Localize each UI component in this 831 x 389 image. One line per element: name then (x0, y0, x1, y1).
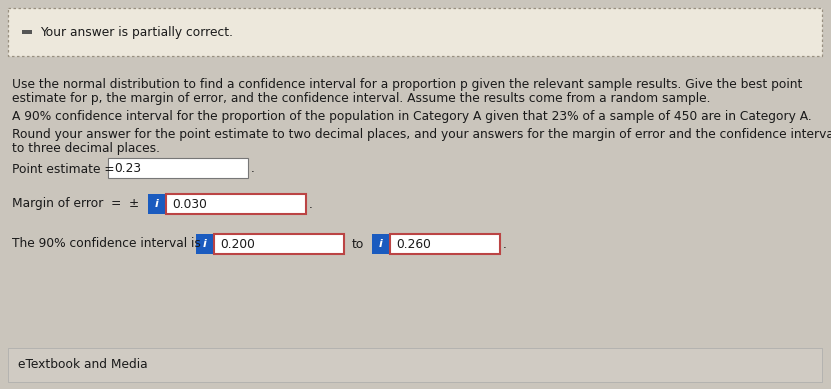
Text: Your answer is partially correct.: Your answer is partially correct. (40, 26, 233, 39)
Text: .: . (251, 161, 255, 175)
FancyBboxPatch shape (8, 348, 822, 382)
FancyBboxPatch shape (8, 8, 822, 56)
Text: 0.200: 0.200 (220, 238, 255, 251)
Text: i: i (379, 239, 383, 249)
Text: 0.030: 0.030 (172, 198, 207, 210)
FancyBboxPatch shape (148, 194, 166, 214)
FancyBboxPatch shape (390, 234, 500, 254)
Text: The 90% confidence interval is: The 90% confidence interval is (12, 237, 201, 250)
FancyBboxPatch shape (214, 234, 344, 254)
FancyBboxPatch shape (22, 30, 32, 34)
Text: Margin of error  =  ±: Margin of error = ± (12, 197, 139, 210)
Text: .: . (503, 238, 507, 251)
Text: to: to (352, 238, 364, 251)
Text: to three decimal places.: to three decimal places. (12, 142, 160, 155)
Text: i: i (203, 239, 207, 249)
FancyBboxPatch shape (108, 158, 248, 178)
FancyBboxPatch shape (166, 194, 306, 214)
Text: 0.23: 0.23 (114, 161, 141, 175)
Text: A 90% confidence interval for the proportion of the population in Category A giv: A 90% confidence interval for the propor… (12, 110, 812, 123)
Text: eTextbook and Media: eTextbook and Media (18, 359, 148, 371)
FancyBboxPatch shape (196, 234, 214, 254)
Text: Use the normal distribution to find a confidence interval for a proportion p giv: Use the normal distribution to find a co… (12, 78, 803, 91)
Text: estimate for p, the margin of error, and the confidence interval. Assume the res: estimate for p, the margin of error, and… (12, 92, 711, 105)
Text: Round your answer for the point estimate to two decimal places, and your answers: Round your answer for the point estimate… (12, 128, 831, 141)
FancyBboxPatch shape (372, 234, 390, 254)
Text: i: i (155, 199, 159, 209)
Text: 0.260: 0.260 (396, 238, 431, 251)
Text: Point estimate =: Point estimate = (12, 163, 118, 176)
Text: .: . (309, 198, 313, 210)
